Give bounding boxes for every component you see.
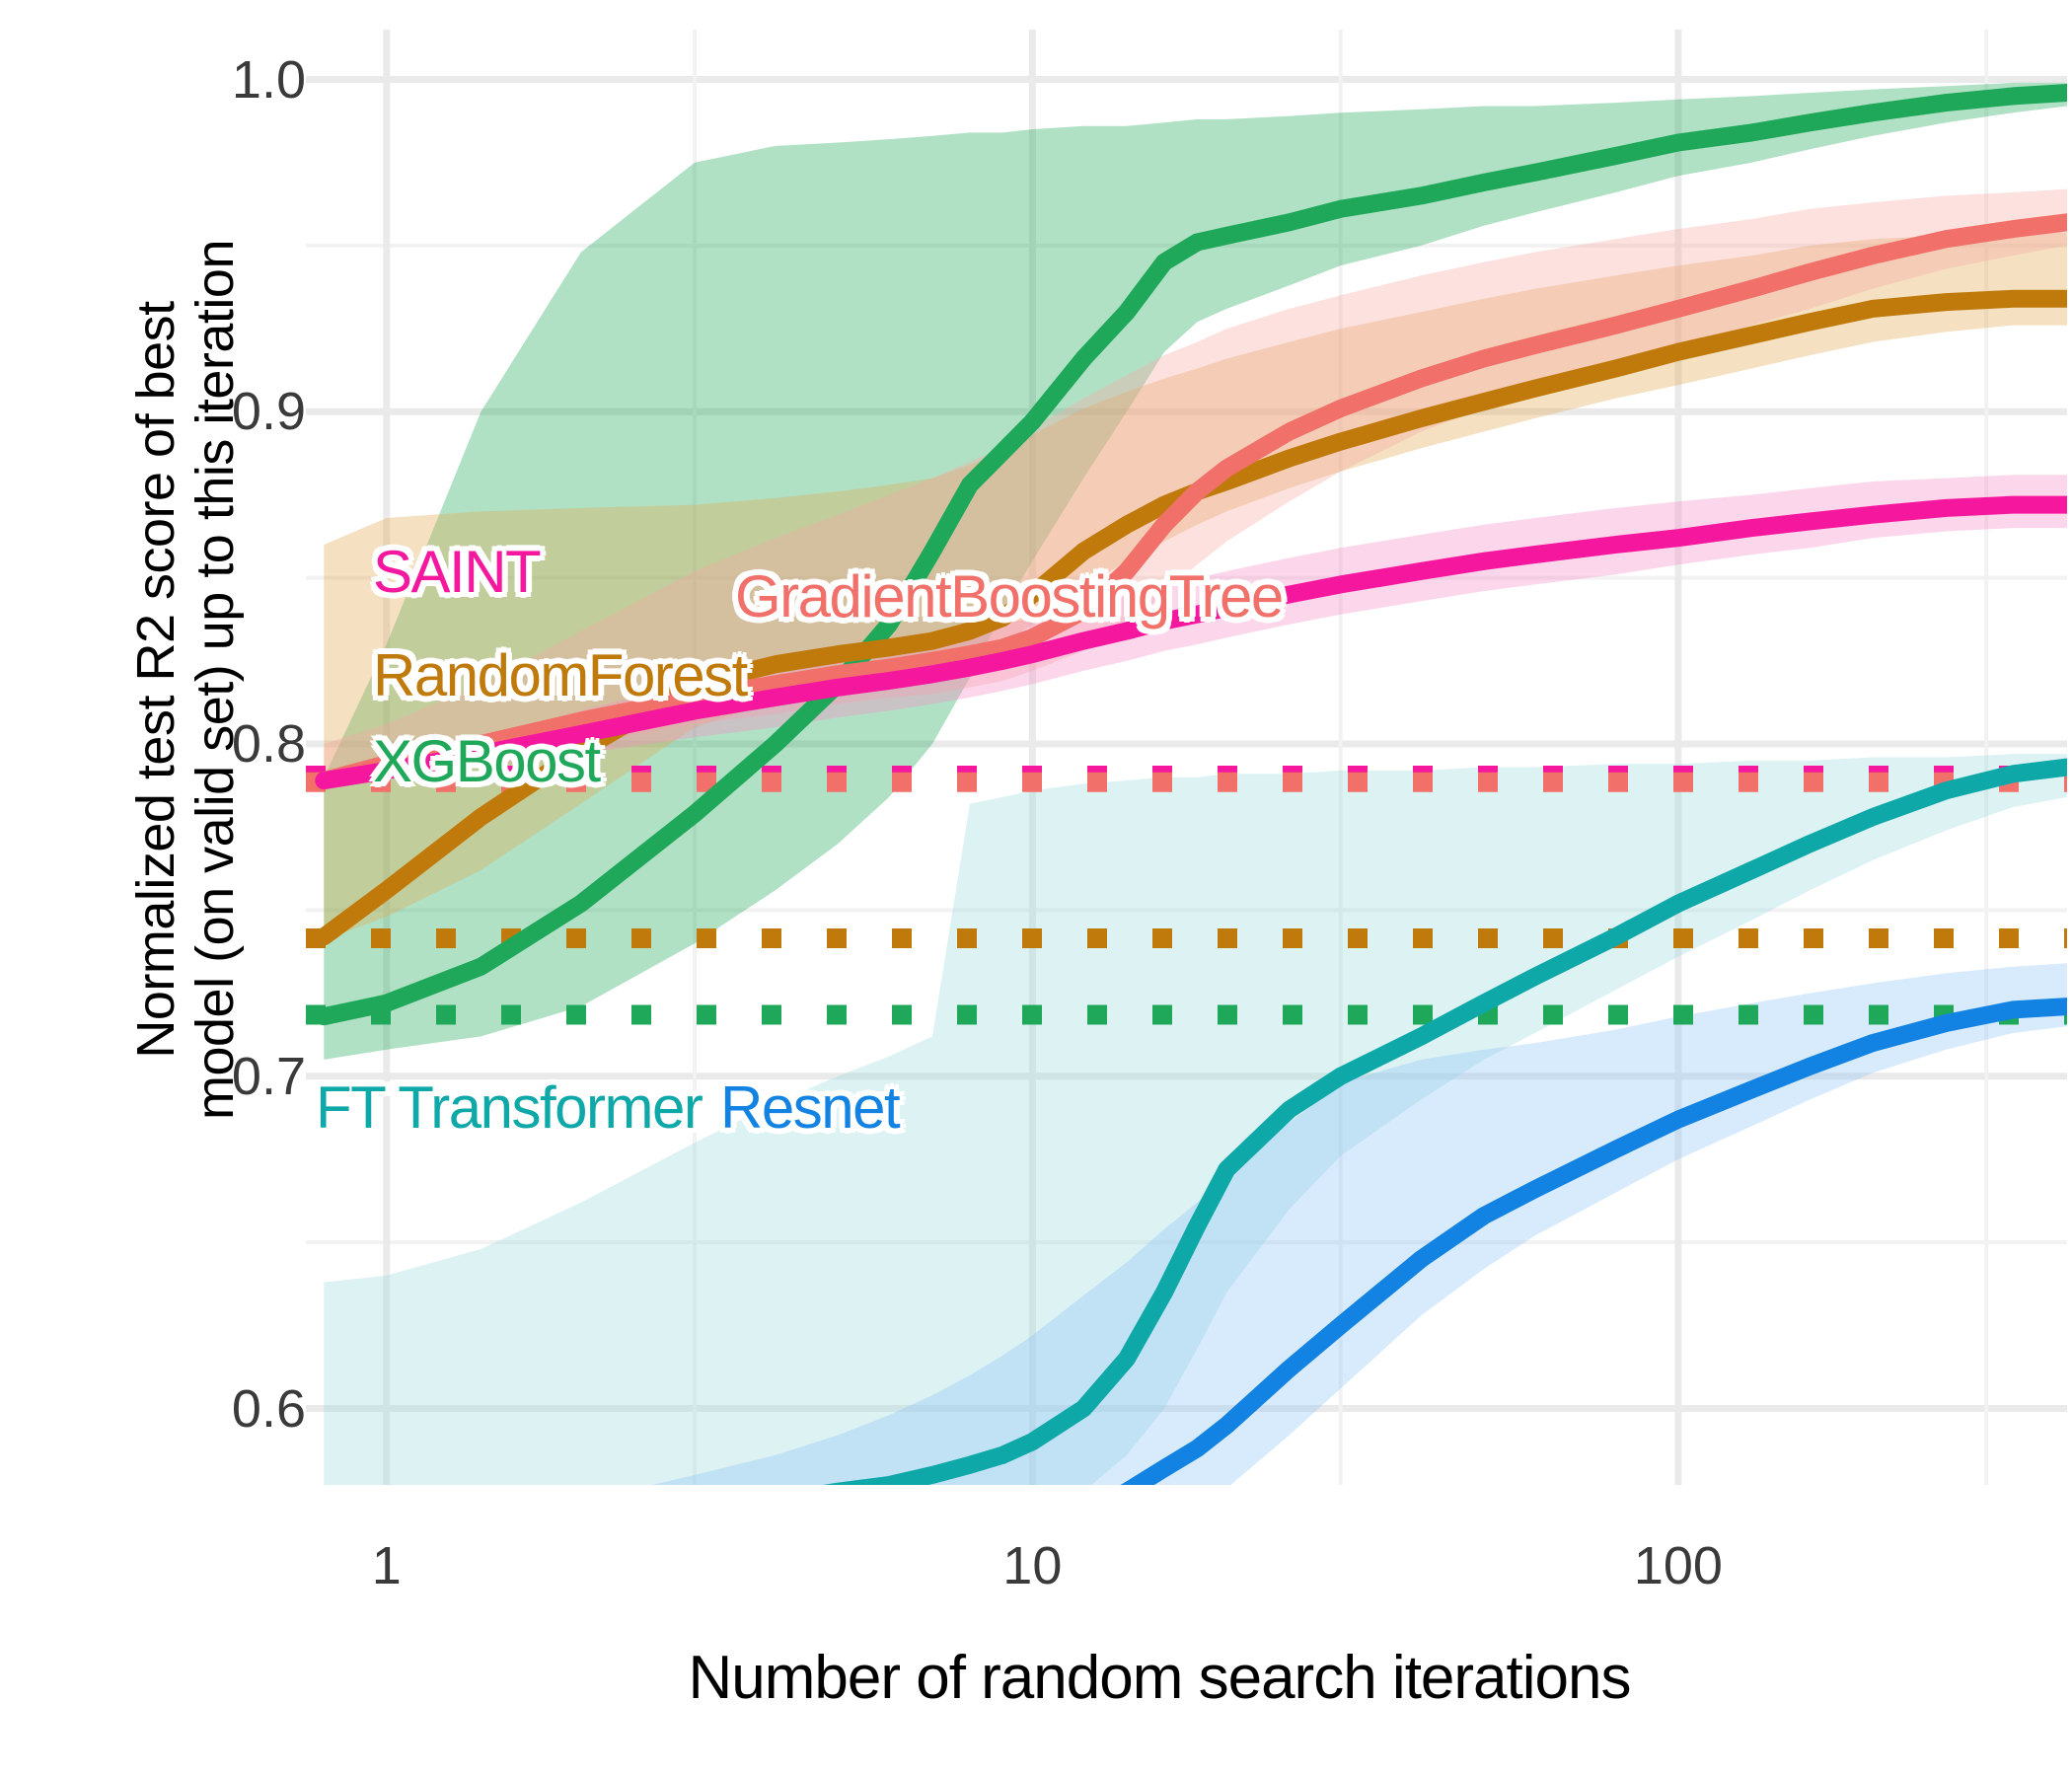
- plot-panel: [306, 30, 2067, 1485]
- x-axis-title: Number of random search iterations: [688, 1644, 1631, 1712]
- line-resnet: [1120, 998, 2067, 1485]
- y-tick-0.8: 0.8: [231, 714, 306, 775]
- line-xgboost: [315, 84, 2067, 1026]
- plot-svg: [306, 30, 2067, 1485]
- line-saint: [315, 495, 2067, 790]
- x-tick-1: 1: [371, 1536, 402, 1595]
- series-label-randomforest: RandomForest: [373, 642, 748, 708]
- series-label-saint: SAINT: [373, 539, 542, 605]
- x-tick-10: 10: [1002, 1536, 1063, 1595]
- series-label-gradientboostingtree: GradientBoostingTree: [735, 563, 1284, 629]
- y-tick-0.7: 0.7: [231, 1046, 306, 1106]
- y-tick-1.0: 1.0: [231, 49, 306, 110]
- series-label-resnet: Resnet: [720, 1074, 901, 1141]
- y-tick-0.6: 0.6: [231, 1378, 306, 1439]
- series-label-ft-transformer: FT Transformer: [316, 1074, 703, 1141]
- line-gradientboostingtree: [315, 213, 2067, 790]
- line-ft-transformer: [823, 758, 2067, 1485]
- series-label-xgboost: XGBoost: [373, 728, 601, 794]
- y-tick-0.9: 0.9: [231, 382, 306, 442]
- x-tick-100: 100: [1633, 1536, 1723, 1595]
- ribbon-xgboost: [324, 82, 2067, 1060]
- ribbon-resnet: [651, 963, 2067, 1485]
- series-lines: [315, 84, 2067, 1485]
